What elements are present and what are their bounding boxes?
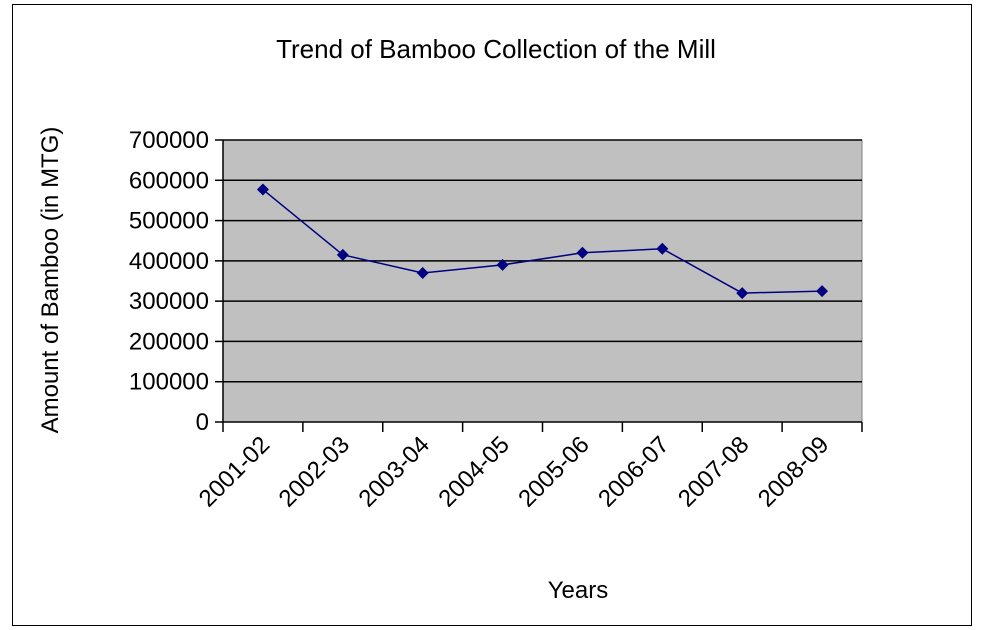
x-tick-label: 2002-03	[274, 431, 355, 512]
plot-background	[222, 139, 863, 423]
x-tick-label: 2004-05	[433, 431, 514, 512]
y-tick-label: 100000	[129, 369, 209, 396]
y-tick-label: 500000	[129, 208, 209, 235]
x-tick-label: 2003-04	[354, 431, 435, 512]
y-tick-label: 700000	[129, 127, 209, 154]
data-point	[576, 246, 589, 259]
data-point	[416, 266, 429, 279]
x-tick-label: 2006-07	[593, 431, 674, 512]
data-point	[736, 287, 749, 300]
y-tick-label: 600000	[129, 167, 209, 194]
data-point	[656, 242, 669, 255]
y-axis-label: Amount of Bamboo (in MTG)	[37, 127, 64, 434]
plot-area: 0 100000 200000 300000 400000 500000 600000 700…	[129, 127, 863, 513]
x-tick-label: 2005-06	[513, 431, 594, 512]
data-point	[256, 183, 269, 196]
series-line	[262, 188, 823, 294]
chart-title: Trend of Bamboo Collection of the Mill	[276, 34, 716, 64]
x-axis-label: Years	[548, 577, 609, 604]
x-tick-label: 2001-02	[194, 431, 275, 512]
x-tick-label: 2008-09	[753, 431, 834, 512]
data-point	[816, 285, 829, 298]
y-tick-label: 400000	[129, 248, 209, 275]
data-point	[496, 258, 509, 271]
x-tick-label: 2007-08	[673, 431, 754, 512]
y-tick-label: 0	[196, 409, 209, 436]
y-tick-label: 200000	[129, 328, 209, 355]
data-point	[336, 248, 349, 261]
y-tick-label: 300000	[129, 288, 209, 315]
